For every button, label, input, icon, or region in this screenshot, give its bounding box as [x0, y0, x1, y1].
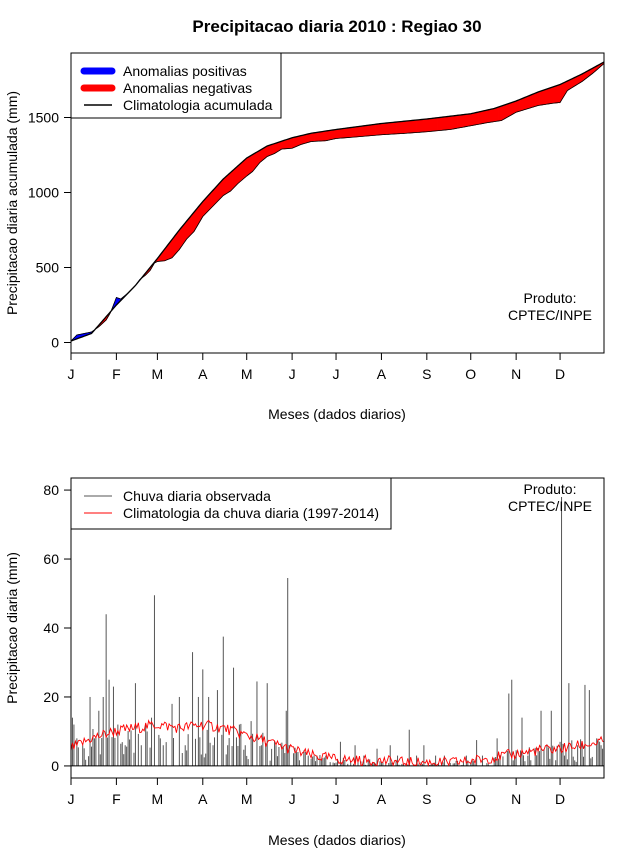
- y-tick-label: 80: [43, 482, 59, 498]
- legend: Chuva diaria observada Climatologia da c…: [70, 477, 392, 530]
- y-tick-label: 20: [43, 689, 59, 705]
- credit-line-1: Produto:: [524, 481, 577, 497]
- y-tick-label: 0: [51, 335, 59, 351]
- x-tick-label: A: [198, 791, 208, 807]
- figure-title: Precipitacao diaria 2010 : Regiao 30: [192, 17, 481, 36]
- y-axis-label: Precipitacao diaria (mm): [4, 552, 20, 704]
- legend-box: [70, 477, 392, 530]
- legend: Anomalias positivas Anomalias negativas …: [70, 52, 282, 119]
- x-tick-label: S: [422, 366, 431, 382]
- x-tick-label: F: [112, 791, 121, 807]
- x-axis-label: Meses (dados diarios): [268, 832, 406, 848]
- x-tick-label: F: [112, 366, 121, 382]
- x-tick-label: M: [241, 366, 253, 382]
- x-tick-label: J: [289, 791, 296, 807]
- y-tick-label: 500: [36, 260, 60, 276]
- x-tick-label: N: [511, 791, 521, 807]
- legend-label-observed: Chuva diaria observada: [123, 488, 271, 504]
- x-tick-label: A: [198, 366, 208, 382]
- x-tick-label: A: [377, 366, 387, 382]
- x-tick-label: D: [555, 366, 565, 382]
- y-tick-label: 60: [43, 551, 59, 567]
- y-tick-label: 0: [51, 758, 59, 774]
- x-tick-label: A: [377, 791, 387, 807]
- daily-climatology-line: [70, 719, 605, 767]
- daily-bars-layer: [70, 496, 604, 767]
- observed-accumulated-line: [70, 63, 605, 342]
- credit-line-2: CPTEC/INPE: [508, 307, 592, 323]
- credit-line-2: CPTEC/INPE: [508, 498, 592, 514]
- y-axis-label: Precipitacao diaria acumulada (mm): [4, 91, 20, 315]
- x-tick-label: J: [289, 366, 296, 382]
- axis-ticks: J F M A M J J A S O N D 0 500 1000 1500: [28, 110, 565, 383]
- x-tick-label: O: [465, 366, 476, 382]
- y-tick-label: 1500: [28, 110, 59, 126]
- legend-label-climatology: Climatologia da chuva diaria (1997-2014): [123, 505, 379, 521]
- x-tick-label: O: [465, 791, 476, 807]
- x-tick-label: D: [555, 791, 565, 807]
- climatology-accumulated-line: [70, 61, 605, 342]
- legend-label-climatology: Climatologia acumulada: [123, 97, 273, 113]
- x-tick-label: J: [68, 366, 75, 382]
- daily-chart: J F M A M J J A S O N D 0 20 40 60 80 Meses (dados diari…: [4, 477, 605, 848]
- x-tick-label: M: [241, 791, 253, 807]
- accumulated-chart: J F M A M J J A S O N D 0 500 1000 1500 Meses (dados di…: [4, 52, 605, 422]
- climatology-line-layer: [70, 719, 605, 767]
- series-lines-layer: [70, 61, 605, 342]
- legend-label-positive: Anomalias positivas: [123, 63, 247, 79]
- x-tick-label: J: [68, 791, 75, 807]
- x-tick-label: S: [422, 791, 431, 807]
- x-axis-label: Meses (dados diarios): [268, 406, 406, 422]
- x-tick-label: M: [152, 366, 164, 382]
- y-tick-label: 1000: [28, 185, 59, 201]
- y-tick-label: 40: [43, 620, 59, 636]
- credit-line-1: Produto:: [524, 290, 577, 306]
- legend-label-negative: Anomalias negativas: [123, 80, 252, 96]
- x-tick-label: J: [333, 791, 340, 807]
- axis-ticks: J F M A M J J A S O N D 0 20 40 60 80: [43, 482, 565, 807]
- x-tick-label: N: [511, 366, 521, 382]
- x-tick-label: J: [333, 366, 340, 382]
- x-tick-label: M: [152, 791, 164, 807]
